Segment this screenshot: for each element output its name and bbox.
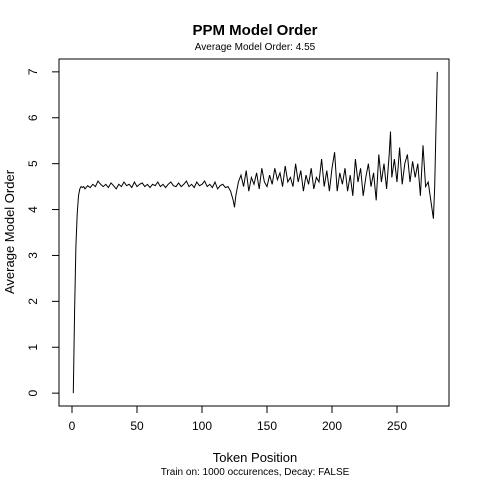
x-tick-label: 50 [130,419,144,433]
x-axis: 0 50 100 150 200 250 [69,406,407,433]
y-axis: 0 1 2 3 4 5 6 7 [26,68,59,396]
chart-title: PPM Model Order [192,22,317,39]
y-tick-label: 5 [26,160,40,167]
y-tick-label: 6 [26,114,40,121]
x-tick-label: 200 [322,419,342,433]
y-tick-label: 0 [26,389,40,396]
y-tick-label: 4 [26,206,40,213]
y-tick-label: 3 [26,252,40,259]
series-line [72,71,438,394]
y-tick-label: 1 [26,344,40,351]
x-axis-label: Token Position [213,450,298,465]
y-tick-label: 2 [26,298,40,305]
y-tick-label: 7 [26,68,40,75]
y-axis-label: Average Model Order [2,169,17,294]
plot-frame [58,58,450,407]
x-tick-label: 250 [387,419,407,433]
x-tick-label: 150 [257,419,277,433]
chart-caption: Train on: 1000 occurences, Decay: FALSE [161,467,350,478]
x-tick-label: 100 [192,419,212,433]
x-tick-label: 0 [69,419,76,433]
chart-subtitle: Average Model Order: 4.55 [195,42,316,53]
